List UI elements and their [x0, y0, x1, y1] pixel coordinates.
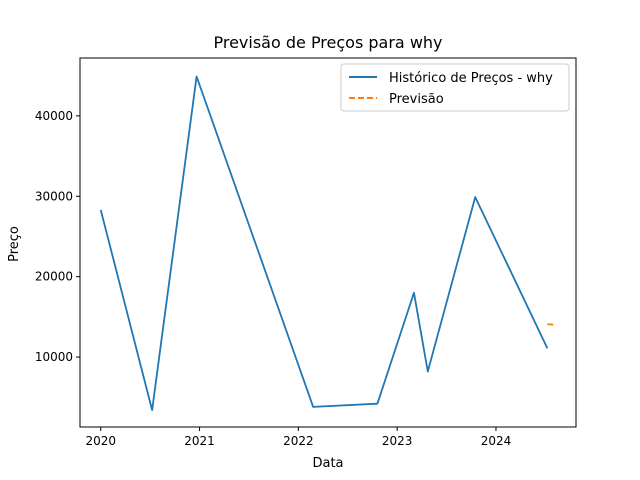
chart-title: Previsão de Preços para why [213, 33, 442, 52]
y-tick-label: 30000 [35, 189, 73, 203]
series-line-1 [547, 323, 556, 326]
x-tick-label: 2020 [85, 434, 116, 448]
legend: Histórico de Preços - why Previsão [340, 63, 570, 112]
y-axis: 10000 20000 30000 40000 [35, 109, 80, 364]
y-tick-label: 10000 [35, 350, 73, 364]
y-tick-label: 20000 [35, 270, 73, 284]
plot-area [79, 57, 577, 428]
legend-box [340, 63, 570, 112]
x-axis: 2020 2021 2022 2023 2024 [85, 427, 511, 448]
x-tick-label: 2024 [481, 434, 512, 448]
y-tick-label: 40000 [35, 109, 73, 123]
series-line-0 [99, 75, 549, 412]
plot-frame [79, 57, 577, 428]
x-tick-label: 2023 [382, 434, 413, 448]
legend-label-history: Histórico de Preços - why [389, 71, 553, 86]
x-tick-label: 2021 [184, 434, 215, 448]
x-tick-label: 2022 [283, 434, 314, 448]
legend-label-forecast: Previsão [389, 92, 444, 107]
x-axis-label: Data [312, 456, 343, 471]
series-layer [99, 75, 556, 412]
y-axis-label: Preço [7, 226, 22, 262]
